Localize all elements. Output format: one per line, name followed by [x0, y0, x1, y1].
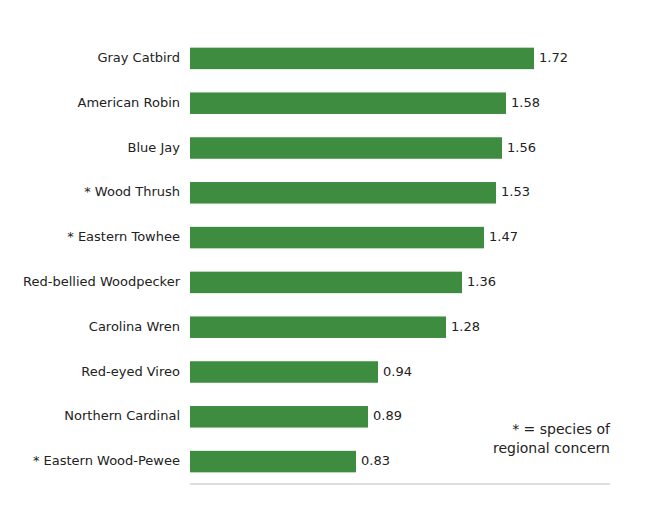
- data-label: 1.72: [539, 50, 568, 65]
- bar: [190, 361, 378, 383]
- bar: [190, 272, 462, 294]
- data-label: 0.83: [361, 453, 390, 468]
- y-tick-label: Red-eyed Vireo: [81, 364, 180, 379]
- y-tick-label: Northern Cardinal: [64, 408, 180, 423]
- chart-container: * Eastern Wood-Pewee 0.83 Northern Cardina…: [0, 0, 650, 520]
- data-label: 1.56: [507, 140, 536, 155]
- x-axis-line: [190, 484, 610, 485]
- y-tick-label: * Eastern Wood-Pewee: [33, 453, 180, 468]
- bar: [190, 316, 446, 338]
- bar: [190, 451, 356, 473]
- bar: [190, 92, 506, 114]
- y-tick-label: American Robin: [77, 95, 180, 110]
- bar: [190, 227, 484, 249]
- data-label: 1.36: [467, 274, 496, 289]
- bar: [190, 406, 368, 428]
- y-tick-label: * Wood Thrush: [84, 184, 180, 199]
- data-label: 0.89: [373, 408, 402, 423]
- y-tick-label: Blue Jay: [128, 140, 181, 155]
- y-tick-label: * Eastern Towhee: [67, 229, 180, 244]
- bar: [190, 182, 496, 204]
- data-label: 0.94: [383, 364, 412, 379]
- bar: [190, 48, 534, 70]
- data-label: 1.28: [451, 319, 480, 334]
- data-label: 1.53: [501, 184, 530, 199]
- y-tick-label: Carolina Wren: [89, 319, 180, 334]
- bars: [190, 48, 534, 473]
- data-label: 1.58: [511, 95, 540, 110]
- y-tick-label: Red-bellied Woodpecker: [23, 274, 181, 289]
- y-tick-label: Gray Catbird: [97, 50, 180, 65]
- annotation: * = species ofregional concern: [493, 421, 611, 456]
- chart: * Eastern Wood-Pewee 0.83 Northern Cardina…: [0, 0, 650, 520]
- data-label: 1.47: [489, 229, 518, 244]
- bar: [190, 137, 502, 159]
- labels: * Eastern Wood-Pewee 0.83 Northern Cardina…: [23, 50, 568, 468]
